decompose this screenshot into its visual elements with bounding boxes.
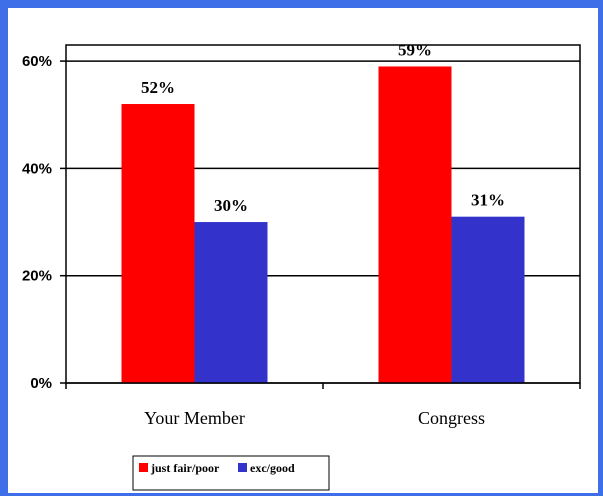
- legend-swatch: [139, 463, 148, 472]
- bar-exc-good: [451, 216, 525, 383]
- x-category-label: Congress: [418, 408, 485, 428]
- bar-exc-good: [194, 222, 268, 383]
- bar-just-fair-poor: [378, 66, 452, 383]
- data-label: 52%: [141, 78, 175, 97]
- data-label: 31%: [471, 191, 505, 210]
- y-tick-label: 60%: [22, 53, 52, 70]
- data-label: 59%: [398, 40, 432, 59]
- legend-label: just fair/poor: [150, 461, 220, 475]
- legend-label: exc/good: [250, 461, 295, 475]
- legend-swatch: [238, 463, 247, 472]
- x-category-label: Your Member: [144, 408, 245, 428]
- y-tick-label: 20%: [22, 268, 52, 285]
- legend-box: [132, 455, 330, 491]
- bar-just-fair-poor: [121, 104, 195, 384]
- data-label: 30%: [214, 196, 248, 215]
- y-tick-label: 40%: [22, 160, 52, 177]
- y-tick-label: 0%: [30, 375, 52, 392]
